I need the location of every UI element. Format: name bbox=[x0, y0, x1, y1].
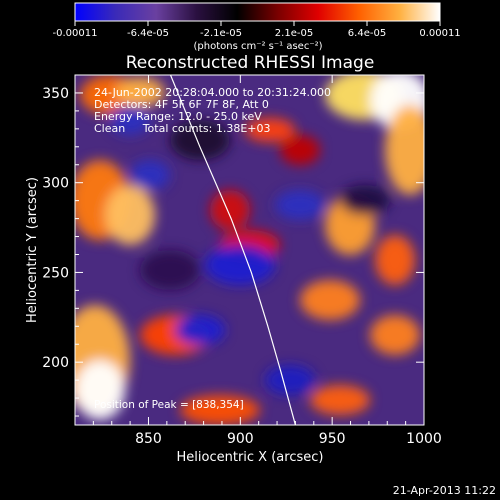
info-detectors: Detectors: 4F 5F 6F 7F 8F, Att 0 bbox=[94, 98, 269, 111]
heatmap-blob bbox=[310, 385, 370, 415]
heatmap-blob bbox=[75, 360, 125, 420]
heatmap-blob bbox=[265, 365, 315, 395]
heatmap-blob bbox=[140, 250, 200, 290]
heatmap-blob bbox=[115, 77, 165, 107]
y-axis: 200 250 300 350 bbox=[42, 86, 424, 417]
colorbar-units-label: (photons cm⁻² s⁻¹ asec⁻²) bbox=[193, 41, 322, 52]
heatmap-blobs bbox=[75, 75, 424, 425]
x-axis-label: Heliocentric X (arcsec) bbox=[177, 450, 324, 465]
heatmap-blob bbox=[105, 185, 155, 245]
x-tick-label: 900 bbox=[227, 431, 254, 447]
info-text-block: 24-Jun-2002 20:28:04.000 to 20:31:24.000… bbox=[94, 86, 331, 135]
heatmap-blob bbox=[170, 120, 230, 160]
x-tick-label: 950 bbox=[319, 431, 346, 447]
chart-title: Reconstructed RHESSI Image bbox=[126, 53, 375, 73]
heatmap-blob bbox=[130, 160, 170, 190]
heatmap-blob bbox=[110, 105, 150, 135]
y-tick-label: 200 bbox=[42, 355, 69, 371]
heatmap-blob bbox=[275, 190, 325, 220]
y-tick-label: 250 bbox=[42, 265, 69, 281]
peak-position-label: Position of Peak = [838,354] bbox=[94, 399, 244, 411]
heatmap-blob bbox=[245, 118, 295, 142]
info-energy-range: Energy Range: 12.0 - 25.0 keV bbox=[94, 110, 262, 123]
x-axis: 850 900 950 1000 bbox=[92, 75, 442, 447]
plot-frame bbox=[74, 74, 425, 426]
heatmap-blob bbox=[205, 245, 275, 285]
heatmap-blob bbox=[280, 135, 320, 165]
x-tick-label: 1000 bbox=[406, 431, 442, 447]
solar-limb-curve bbox=[169, 75, 296, 425]
y-tick-label: 300 bbox=[42, 176, 69, 192]
colorbar bbox=[74, 2, 441, 22]
info-time-range: 24-Jun-2002 20:28:04.000 to 20:31:24.000 bbox=[94, 86, 331, 99]
colorbar-tick-label: -2.1e-05 bbox=[200, 28, 242, 39]
heatmap-image bbox=[75, 75, 424, 425]
colorbar-tick-label: -6.4e-05 bbox=[127, 28, 169, 39]
heatmap-blob bbox=[175, 315, 225, 345]
heatmap-blob bbox=[210, 190, 250, 230]
colorbar-tick-label: 6.4e-05 bbox=[348, 28, 386, 39]
x-tick-label: 850 bbox=[135, 431, 162, 447]
colorbar-tick-label: -0.00011 bbox=[53, 28, 98, 39]
heatmap-blob bbox=[385, 105, 424, 195]
heatmap-blob bbox=[340, 185, 390, 215]
heatmap-blob bbox=[300, 280, 360, 320]
y-tick-label: 350 bbox=[42, 86, 69, 102]
colorbar-ticks: -0.00011 -6.4e-05 -2.1e-05 2.1e-05 6.4e-05 0.… bbox=[53, 21, 461, 39]
y-axis-label: Heliocentric Y (arcsec) bbox=[25, 177, 40, 323]
info-total-counts: Clean Total counts: 1.38E+03 bbox=[94, 122, 271, 135]
heatmap-blob bbox=[370, 315, 420, 355]
colorbar-tick-label: 2.1e-05 bbox=[275, 28, 313, 39]
footer-timestamp: 21-Apr-2013 11:22 bbox=[393, 484, 496, 497]
colorbar-tick-label: 0.00011 bbox=[419, 28, 460, 39]
heatmap-blob bbox=[375, 235, 415, 285]
